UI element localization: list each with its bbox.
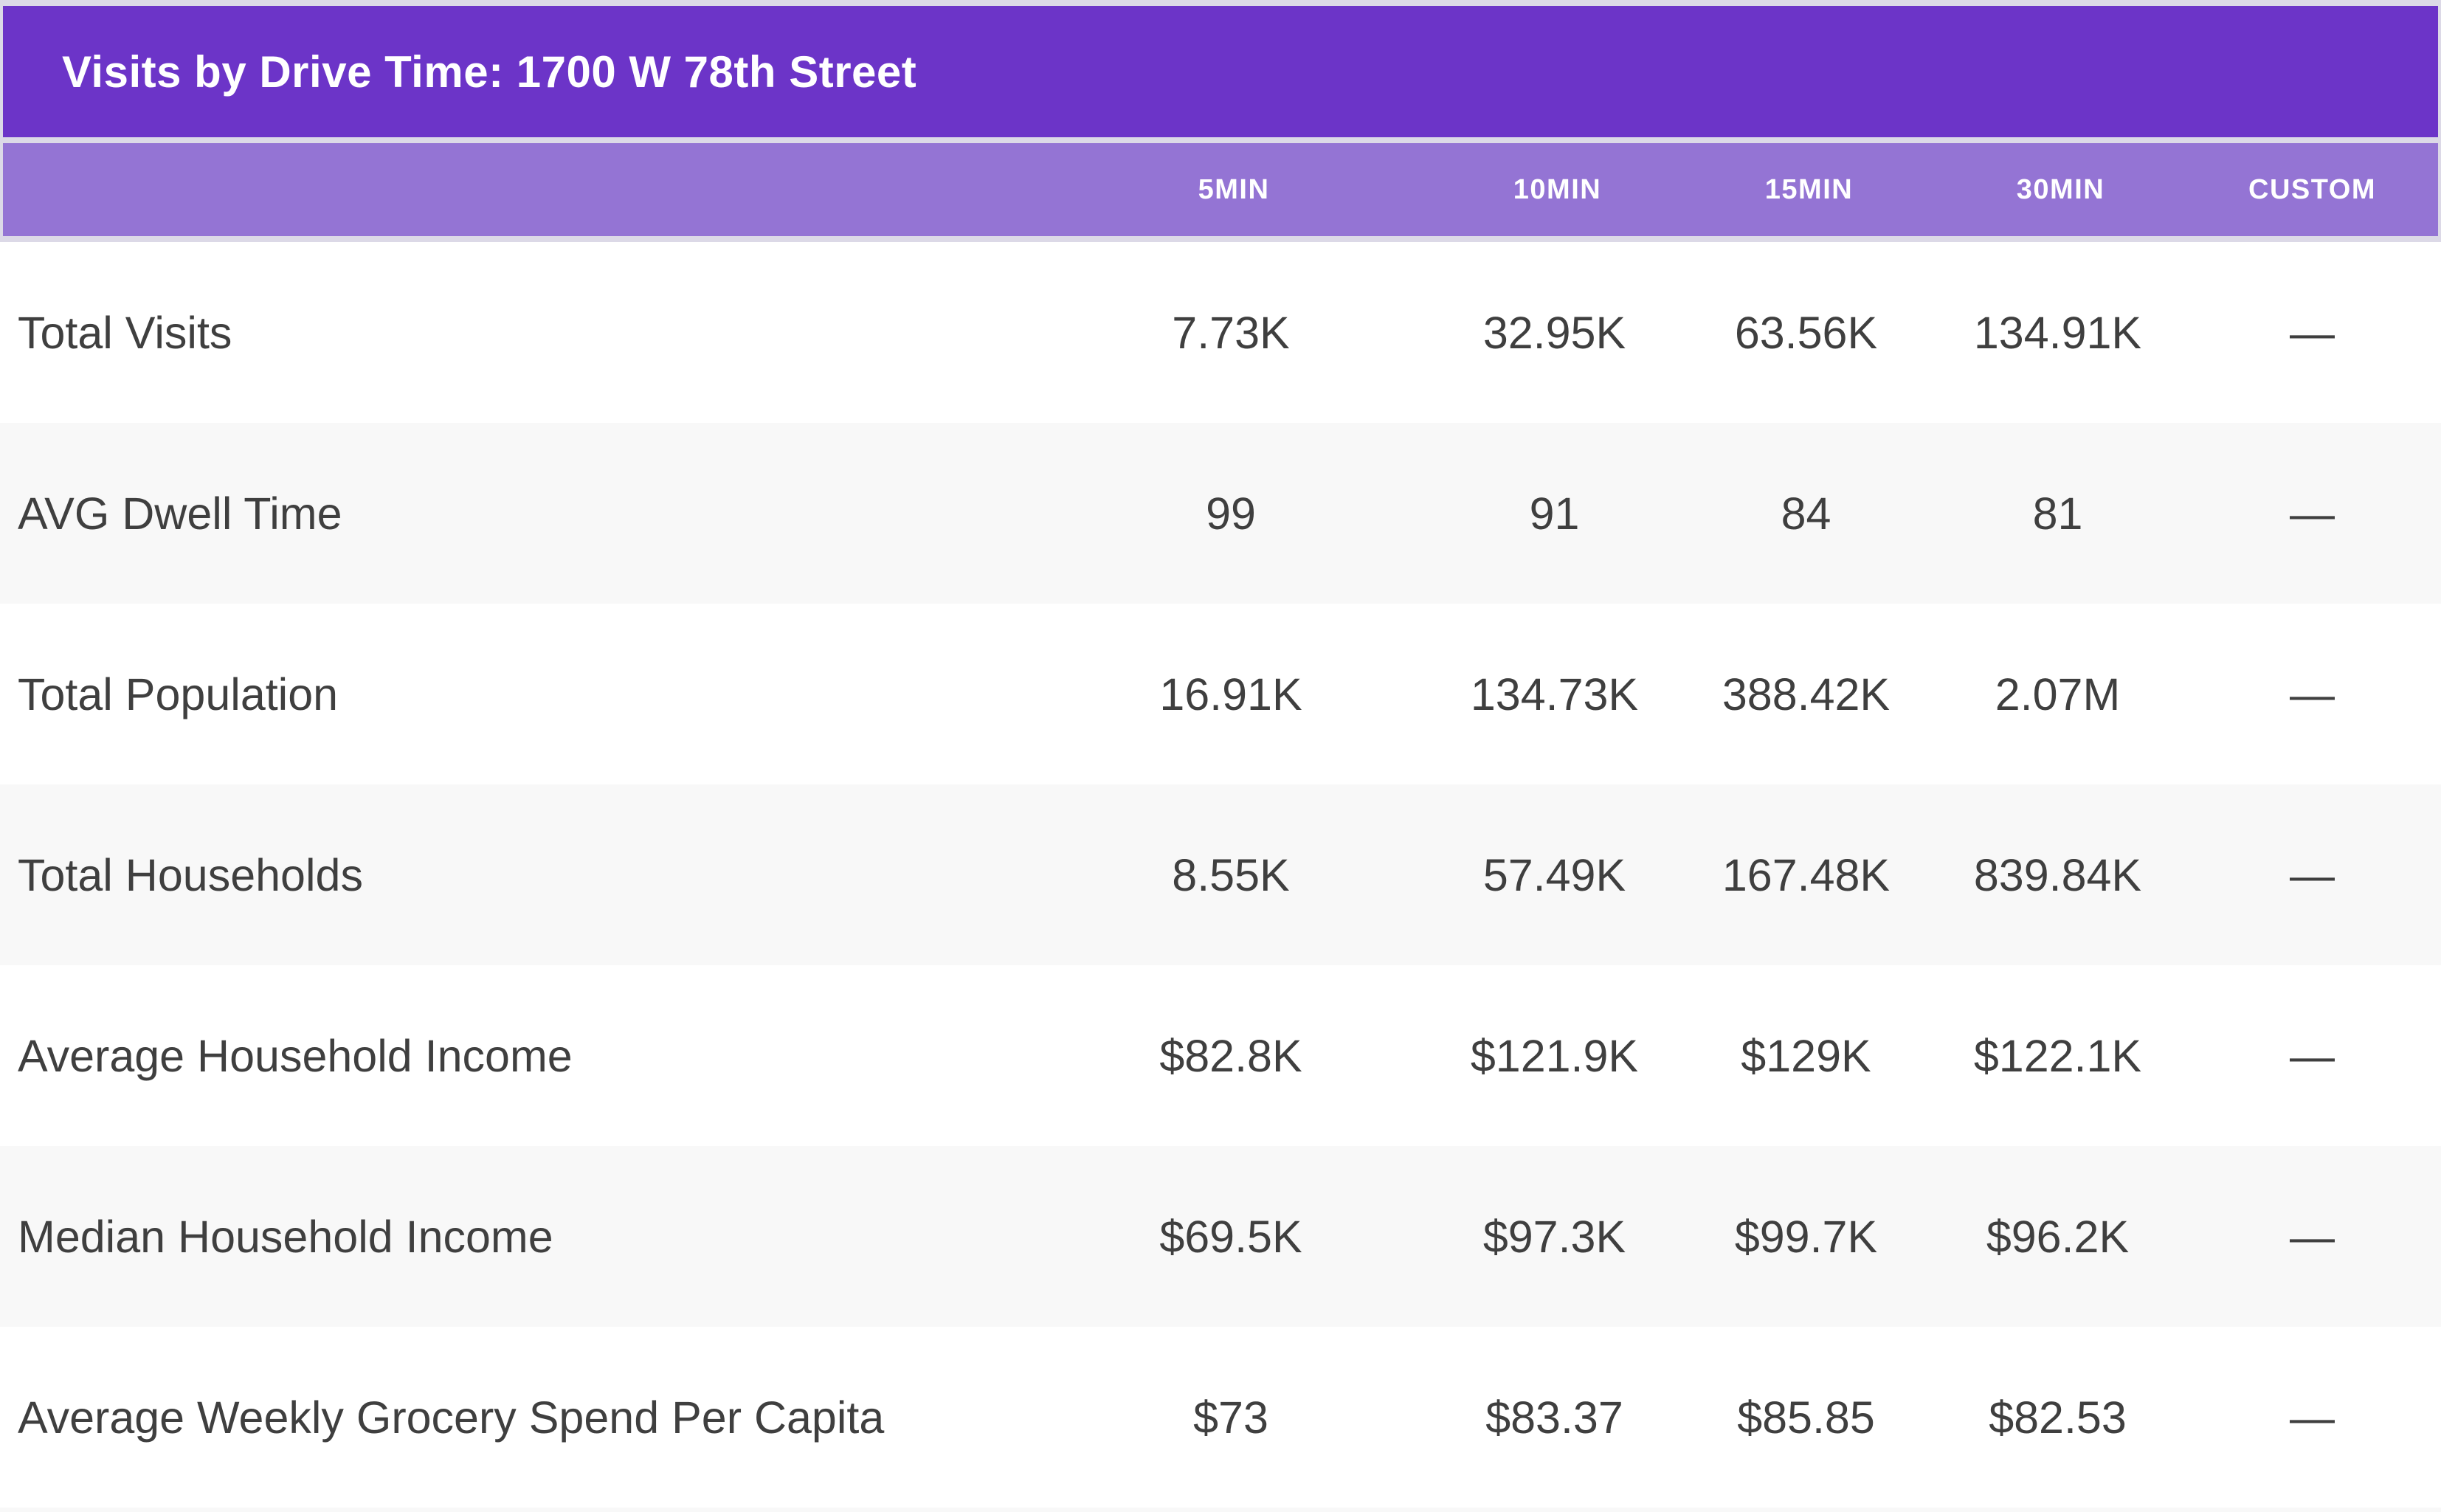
value-cell: — (2290, 307, 2335, 358)
value-cell: 81 (2032, 488, 2083, 539)
row-label: Total Visits (18, 307, 232, 358)
column-header-custom: CUSTOM (2248, 173, 2376, 205)
value-cell: 2.07M (1995, 669, 2121, 719)
next-row-edge (0, 1508, 2441, 1512)
value-cell: $82.8K (1159, 1030, 1302, 1081)
row-label: Median Household Income (18, 1211, 553, 1262)
value-cell: 91 (1529, 488, 1580, 539)
row-label: AVG Dwell Time (18, 488, 342, 539)
value-cell: $97.3K (1482, 1211, 1626, 1262)
value-cell: $122.1K (1973, 1030, 2142, 1081)
value-cell: $121.9K (1470, 1030, 1639, 1081)
value-cell: 7.73K (1172, 307, 1290, 358)
row-label: Total Population (18, 669, 339, 719)
value-cell: $129K (1741, 1030, 1871, 1081)
value-cell: 134.73K (1470, 669, 1639, 719)
column-header-15min: 15MIN (1764, 173, 1854, 205)
value-cell: — (2290, 488, 2335, 539)
widget-title-bar: Visits by Drive Time: 1700 W 78th Street (3, 6, 2438, 137)
value-cell: 84 (1781, 488, 1831, 539)
value-cell: $82.53 (1989, 1392, 2127, 1443)
row-average-weekly-grocery-spend-per-capita: Average Weekly Grocery Spend Per Capita … (0, 1327, 2441, 1508)
value-cell: $99.7K (1734, 1211, 1878, 1262)
value-cell: $73 (1193, 1392, 1268, 1443)
value-cell: 16.91K (1159, 669, 1302, 719)
value-cell: 63.56K (1734, 307, 1878, 358)
column-header-5min: 5MIN (1198, 173, 1270, 205)
value-cell: $69.5K (1159, 1211, 1302, 1262)
column-header-row: 5MIN 10MIN 15MIN 30MIN CUSTOM (3, 143, 2438, 236)
value-cell: 99 (1206, 488, 1256, 539)
value-cell: 388.42K (1722, 669, 1891, 719)
column-header-30min: 30MIN (2016, 173, 2105, 205)
value-cell: $96.2K (1986, 1211, 2130, 1262)
value-cell: 57.49K (1482, 849, 1626, 900)
table-body: Total Visits 7.73K 32.95K 63.56K 134.91K… (0, 242, 2441, 1512)
value-cell: $85.85 (1737, 1392, 1875, 1443)
row-total-visits: Total Visits 7.73K 32.95K 63.56K 134.91K… (0, 242, 2441, 423)
row-total-population: Total Population 16.91K 134.73K 388.42K … (0, 604, 2441, 784)
value-cell: 8.55K (1172, 849, 1290, 900)
value-cell: — (2290, 1392, 2335, 1443)
row-label: Average Weekly Grocery Spend Per Capita (18, 1392, 885, 1443)
column-header-10min: 10MIN (1513, 173, 1602, 205)
widget-chrome: Visits by Drive Time: 1700 W 78th Street… (0, 0, 2441, 242)
row-average-household-income: Average Household Income $82.8K $121.9K … (0, 965, 2441, 1146)
value-cell: — (2290, 669, 2335, 719)
row-avg-dwell-time: AVG Dwell Time 99 91 84 81 — (0, 423, 2441, 604)
row-label: Total Households (18, 849, 363, 900)
row-median-household-income: Median Household Income $69.5K $97.3K $9… (0, 1146, 2441, 1327)
value-cell: — (2290, 849, 2335, 900)
value-cell: $83.37 (1485, 1392, 1623, 1443)
row-label: Average Household Income (18, 1030, 573, 1081)
value-cell: 134.91K (1973, 307, 2142, 358)
value-cell: — (2290, 1211, 2335, 1262)
widget-title: Visits by Drive Time: 1700 W 78th Street (62, 46, 917, 97)
value-cell: 839.84K (1973, 849, 2142, 900)
row-total-households: Total Households 8.55K 57.49K 167.48K 83… (0, 784, 2441, 965)
value-cell: — (2290, 1030, 2335, 1081)
value-cell: 32.95K (1482, 307, 1626, 358)
value-cell: 167.48K (1722, 849, 1891, 900)
